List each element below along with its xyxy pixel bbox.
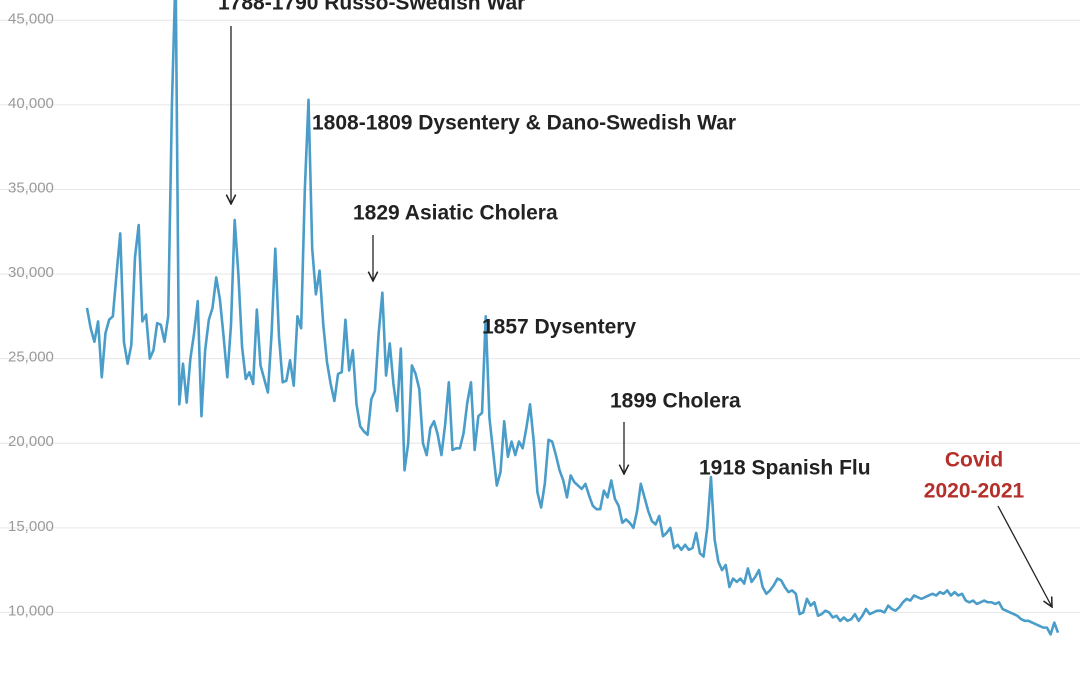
annotation: 1899 Cholera bbox=[610, 390, 741, 413]
annotation: 1918 Spanish Flu bbox=[699, 457, 871, 480]
data-line bbox=[85, 0, 1060, 636]
annotations: 1788-1790 Russo-Swedish War 1808-1809 Dy… bbox=[218, 0, 1052, 607]
annotation: 1808-1809 Dysentery & Dano-Swedish War bbox=[312, 112, 736, 135]
y-tick-label: 25,000 bbox=[8, 349, 54, 366]
y-tick-label: 20,000 bbox=[8, 433, 54, 450]
grid: 10,000 15,000 20,000 25,000 30,000 35,000 40,0… bbox=[0, 10, 1080, 619]
y-tick-label: 10,000 bbox=[8, 602, 54, 619]
annotation: 1857 Dysentery bbox=[482, 316, 636, 339]
y-tick-label: 35,000 bbox=[8, 179, 54, 196]
y-tick-label: 45,000 bbox=[8, 10, 54, 27]
annotation: Covid bbox=[945, 449, 1003, 472]
annotation: 2020-2021 bbox=[924, 480, 1025, 503]
annotation: 1829 Asiatic Cholera bbox=[353, 202, 558, 225]
annotation: 1788-1790 Russo-Swedish War bbox=[218, 0, 525, 15]
arrow bbox=[997, 505, 1052, 607]
y-tick-label: 30,000 bbox=[8, 264, 54, 281]
y-tick-label: 15,000 bbox=[8, 518, 54, 535]
y-tick-label: 40,000 bbox=[8, 95, 54, 112]
plot-area bbox=[85, 0, 1060, 636]
